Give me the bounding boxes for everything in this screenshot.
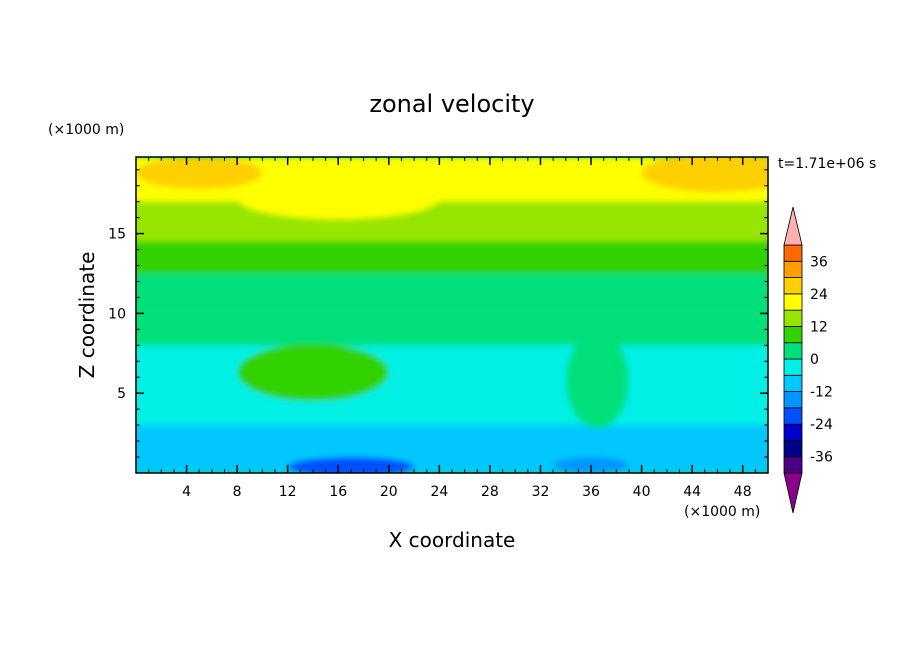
x-tick-label: 48: [734, 484, 752, 500]
colorbar-segment: [783, 456, 803, 474]
colorbar-segment: [783, 391, 803, 409]
colorbar: 36 24 12 0 -12 -24 -36: [783, 206, 833, 514]
colorbar-tick-label: 12: [810, 319, 828, 335]
colorbar-segment: [783, 244, 803, 262]
y-tick-label: 5: [117, 386, 126, 402]
field-feature-2: [287, 457, 415, 473]
colorbar-segment: [783, 277, 803, 295]
colorbar-segment: [783, 374, 803, 392]
field-feature-6: [136, 157, 263, 189]
x-tick-label: 4: [182, 484, 191, 500]
chart-title: zonal velocity: [369, 90, 534, 118]
colorbar-segment: [783, 407, 803, 425]
x-tick-label: 8: [233, 484, 242, 500]
x-tick-label: 20: [380, 484, 398, 500]
y-tick-label: 15: [108, 227, 126, 243]
velocity-field: [136, 157, 768, 473]
x-tick-label: 24: [430, 484, 448, 500]
field-band-5: [136, 345, 768, 426]
colorbar-segment: [783, 440, 803, 458]
x-axis: 4 8 12 16 20 24 28 32 36 40 44 48: [148, 157, 756, 500]
time-label: t=1.71e+06 s: [778, 156, 876, 172]
colorbar-segment: [783, 260, 803, 278]
colorbar-segment: [783, 342, 803, 360]
field-band-3: [136, 273, 768, 314]
y-axis: 5 10 15: [108, 169, 768, 458]
y-axis-title: Z coordinate: [75, 252, 99, 379]
colorbar-segment: [783, 293, 803, 311]
x-tick-label: 12: [279, 484, 297, 500]
y-tick-label: 10: [108, 306, 126, 322]
field-feature-4: [237, 177, 440, 220]
field-feature-0: [237, 343, 389, 402]
x-tick-label: 28: [481, 484, 499, 500]
colorbar-tick-label: 36: [810, 254, 828, 270]
colorbar-segment: [783, 326, 803, 344]
field-band-6: [136, 425, 768, 473]
colorbar-segment: [783, 358, 803, 376]
field-band-2: [136, 241, 768, 274]
field-band-1: [136, 201, 768, 242]
x-tick-label: 32: [532, 484, 550, 500]
colorbar-tick-label: 24: [810, 287, 828, 303]
field-feature-5: [641, 157, 768, 193]
colorbar-tick-label: 0: [810, 352, 819, 368]
x-unit-label: (×1000 m): [684, 504, 760, 520]
colorbar-tick-label: -36: [810, 450, 833, 466]
colorbar-tick-label: -12: [810, 385, 833, 401]
colorbar-segment: [783, 423, 803, 441]
x-tick-label: 16: [329, 484, 347, 500]
plot-area: [136, 157, 768, 473]
x-tick-label: 40: [633, 484, 651, 500]
colorbar-over-arrow: [783, 206, 803, 246]
x-axis-title: X coordinate: [389, 528, 516, 552]
x-tick-label: 44: [683, 484, 701, 500]
colorbar-tick-label: -24: [810, 417, 833, 433]
field-feature-1: [565, 332, 629, 429]
x-tick-label: 36: [582, 484, 600, 500]
colorbar-under-arrow: [783, 472, 803, 514]
y-unit-label: (×1000 m): [48, 122, 124, 138]
colorbar-segment: [783, 309, 803, 327]
field-band-4: [136, 313, 768, 346]
